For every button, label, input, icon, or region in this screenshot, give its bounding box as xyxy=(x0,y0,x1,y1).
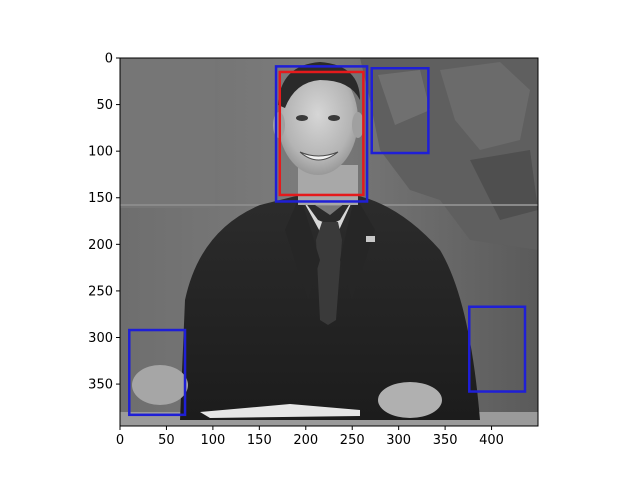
y-tick-label: 50 xyxy=(96,98,113,113)
y-tick-label: 250 xyxy=(88,284,113,299)
y-tick-label: 150 xyxy=(88,191,113,206)
x-tick-label: 250 xyxy=(340,433,365,448)
x-tick-label: 150 xyxy=(247,433,272,448)
blue-bounding-box xyxy=(274,65,369,203)
blue-bounding-box xyxy=(128,328,187,417)
x-tick-label: 0 xyxy=(116,433,124,448)
bounding-boxes xyxy=(128,65,527,417)
x-tick-label: 200 xyxy=(293,433,318,448)
y-tick-label: 100 xyxy=(88,145,113,160)
red-bounding-box xyxy=(278,70,365,197)
photo xyxy=(120,58,538,426)
y-tick-label: 200 xyxy=(88,238,113,253)
x-tick-label: 300 xyxy=(386,433,411,448)
y-tick-label: 0 xyxy=(105,52,113,67)
x-tick-label: 50 xyxy=(158,433,175,448)
y-tick-label: 350 xyxy=(88,378,113,393)
x-tick-label: 100 xyxy=(200,433,225,448)
x-tick-label: 350 xyxy=(433,433,458,448)
x-tick-label: 400 xyxy=(479,433,504,448)
blue-bounding-box xyxy=(468,305,527,393)
plot-frame xyxy=(119,57,539,427)
blue-bounding-box xyxy=(370,66,430,155)
axis-ticks: 0 50 100 150 200 250 300 350 400 0 50 100 150 200 250 3… xyxy=(88,52,504,449)
y-tick-label: 300 xyxy=(88,331,113,346)
